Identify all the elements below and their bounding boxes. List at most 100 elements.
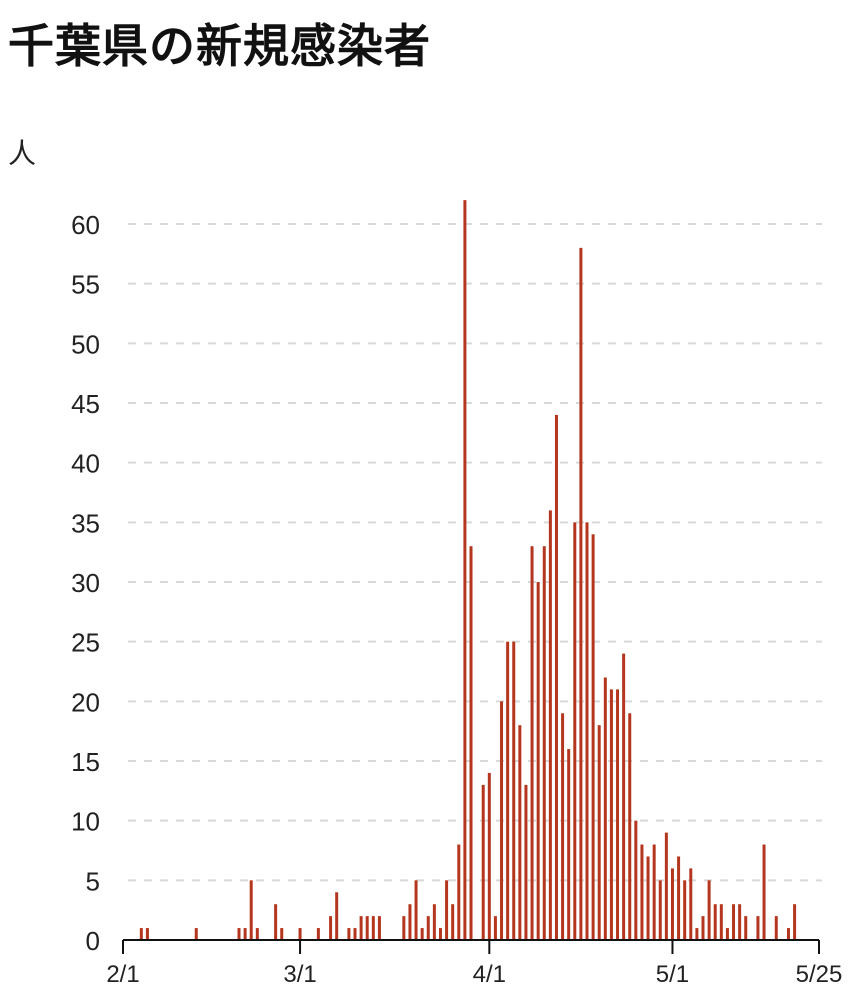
bar <box>683 880 687 940</box>
bar <box>274 904 278 940</box>
y-axis-unit-label: 人 <box>8 137 37 170</box>
x-tick-label: 3/1 <box>283 961 316 988</box>
bar <box>359 916 363 940</box>
bar <box>725 928 729 940</box>
bar <box>457 844 461 940</box>
bar <box>493 916 497 940</box>
bar <box>677 856 681 940</box>
bar <box>530 546 534 940</box>
bar <box>634 820 638 940</box>
y-tick-label: 50 <box>71 329 100 359</box>
bar <box>432 904 436 940</box>
bar <box>487 772 491 940</box>
bar <box>249 880 253 940</box>
bar <box>365 916 369 940</box>
bar <box>426 916 430 940</box>
bar <box>616 689 620 940</box>
y-tick-label: 20 <box>71 687 100 717</box>
bar <box>469 546 473 940</box>
bar <box>585 522 589 940</box>
bar <box>701 916 705 940</box>
x-tick-label: 2/1 <box>106 961 139 988</box>
bar <box>658 880 662 940</box>
bar <box>609 689 613 940</box>
bar <box>622 653 626 940</box>
bar <box>500 701 504 940</box>
y-tick-label: 35 <box>71 508 100 538</box>
bar <box>445 880 449 940</box>
bar <box>774 916 778 940</box>
bar <box>536 582 540 940</box>
y-tick-label: 15 <box>71 747 100 777</box>
bar <box>664 832 668 940</box>
bar <box>353 928 357 940</box>
bar <box>573 522 577 940</box>
bar <box>744 916 748 940</box>
bar <box>408 904 412 940</box>
y-tick-label: 40 <box>71 449 100 479</box>
bar <box>524 784 528 940</box>
y-tick-label: 5 <box>86 866 100 896</box>
chart-title: 千葉県の新規感染者 <box>8 19 431 73</box>
bar <box>518 725 522 940</box>
bar <box>506 641 510 940</box>
x-tick-label: 5/25 <box>796 961 843 988</box>
bar <box>554 414 558 940</box>
bar <box>786 928 790 940</box>
x-tick-label: 5/1 <box>656 961 689 988</box>
bar <box>646 856 650 940</box>
bar <box>414 880 418 940</box>
bar <box>762 844 766 940</box>
bar <box>542 546 546 940</box>
bar <box>335 892 339 940</box>
y-tick-label: 0 <box>86 926 100 956</box>
bar <box>640 844 644 940</box>
bar <box>463 200 467 940</box>
y-tick-label: 45 <box>71 389 100 419</box>
bar <box>591 534 595 940</box>
bar <box>628 713 632 940</box>
bar <box>255 928 259 940</box>
bar <box>548 510 552 940</box>
bar <box>402 916 406 940</box>
bar <box>689 868 693 940</box>
bar <box>670 868 674 940</box>
bar <box>243 928 247 940</box>
bar <box>732 904 736 940</box>
gridlines <box>128 223 822 882</box>
bar <box>451 904 455 940</box>
bar <box>756 916 760 940</box>
y-tick-label: 10 <box>71 807 100 837</box>
bar <box>652 844 656 940</box>
y-tick-label: 60 <box>71 210 100 240</box>
bar <box>713 904 717 940</box>
bars <box>139 200 797 940</box>
bar <box>707 880 711 940</box>
y-tick-label: 25 <box>71 628 100 658</box>
bar <box>597 725 601 940</box>
bar <box>579 247 583 940</box>
bar <box>695 928 699 940</box>
bar <box>481 784 485 940</box>
bar <box>377 916 381 940</box>
bar <box>561 713 565 940</box>
bar <box>139 928 143 940</box>
bar <box>793 904 797 940</box>
bar <box>298 928 302 940</box>
bar <box>280 928 284 940</box>
bar <box>329 916 333 940</box>
bar <box>512 641 516 940</box>
bar <box>438 928 442 940</box>
bar <box>719 904 723 940</box>
bar <box>347 928 351 940</box>
bar <box>738 904 742 940</box>
bar <box>316 928 320 940</box>
bar <box>237 928 241 940</box>
x-tick-label: 4/1 <box>473 961 506 988</box>
bar <box>194 928 198 940</box>
axes: 0 5 10 15 20 25 30 35 40 45 50 55 60 2/1 3/1 4/1 5/1 5/25 <box>71 210 842 988</box>
y-tick-label: 30 <box>71 568 100 598</box>
bar <box>371 916 375 940</box>
y-tick-label: 55 <box>71 270 100 300</box>
